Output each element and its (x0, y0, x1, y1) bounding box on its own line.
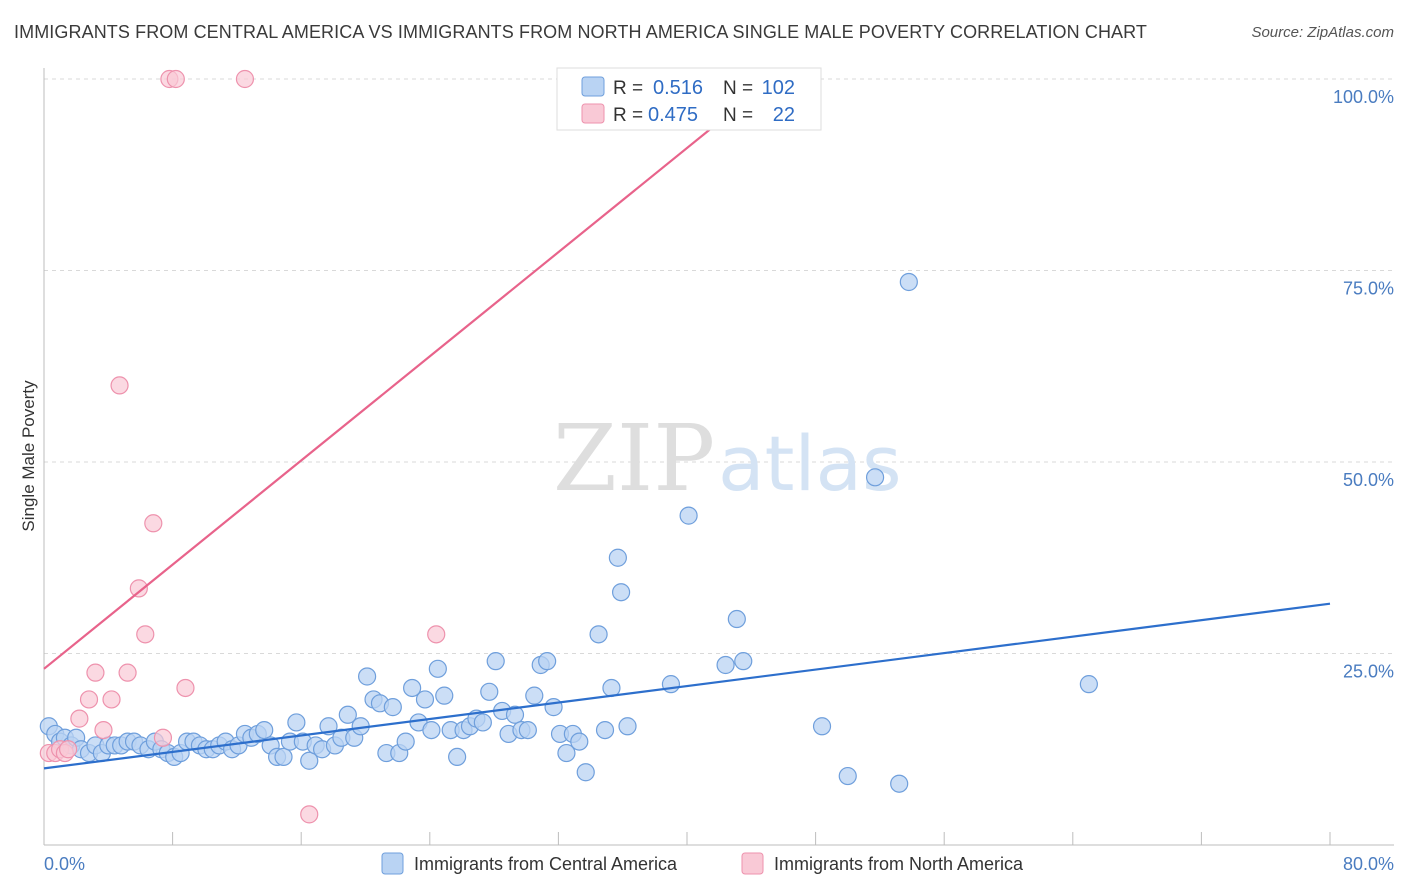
chart-title: IMMIGRANTS FROM CENTRAL AMERICA VS IMMIG… (14, 22, 1148, 42)
point-north-america-10 (110, 376, 129, 395)
legend-blue-r-label: R = (613, 78, 643, 99)
legend-pink-r-label: R = (613, 105, 643, 126)
point-central-america-97 (838, 766, 857, 786)
x-tick-label-min: 0.0% (44, 854, 85, 874)
point-north-america-13 (136, 625, 155, 644)
x-tick-label-max: 80.0% (1343, 854, 1394, 874)
point-central-america-62 (435, 686, 454, 705)
legend-swatch-blue (581, 76, 605, 97)
point-north-america-18 (176, 678, 195, 698)
trend-central-america (43, 602, 1331, 770)
y-tick-label-25: 25.0% (1343, 662, 1394, 682)
point-north-america-5 (70, 709, 89, 728)
point-north-america-20 (300, 805, 319, 824)
watermark-atlas: atlas (718, 419, 902, 508)
point-central-america-91 (661, 675, 681, 694)
point-central-america-75 (518, 720, 537, 740)
point-north-america-6 (79, 690, 99, 709)
point-central-america-57 (403, 678, 422, 698)
bottom-legend-label-blue: Immigrants from Central America (414, 854, 678, 874)
point-central-america-101 (1079, 675, 1098, 694)
point-central-america-61 (428, 659, 447, 678)
bottom-legend-swatch-blue (381, 852, 404, 875)
point-north-america-8 (94, 720, 113, 740)
series-central-america (39, 272, 1098, 793)
point-north-america-19 (235, 69, 255, 89)
point-central-america-98 (865, 468, 885, 487)
trend-north-america (43, 78, 773, 670)
bottom-legend-label-pink: Immigrants from North America (774, 854, 1024, 874)
point-central-america-64 (448, 747, 467, 767)
point-central-america-50 (358, 667, 377, 686)
source-credit: Source: ZipAtlas.com (1251, 24, 1394, 41)
y-axis-label: Single Male Poverty (19, 380, 38, 532)
point-central-america-81 (557, 743, 576, 763)
point-central-america-76 (525, 686, 544, 705)
legend-box: R = 0.516 N = 102 R = 0.475 N = 22 (556, 67, 822, 131)
point-central-america-73 (505, 705, 525, 724)
legend-swatch-pink (581, 103, 605, 124)
point-central-america-92 (679, 506, 698, 525)
point-central-america-34 (255, 720, 274, 740)
grid (44, 78, 1394, 654)
trend-lines (43, 78, 1331, 770)
watermark-zip: ZIP (553, 405, 715, 512)
point-central-america-78 (538, 652, 557, 671)
point-central-america-79 (544, 698, 563, 717)
legend-pink-n-value: 22 (773, 104, 795, 126)
point-north-america-21 (427, 625, 446, 644)
y-tick-labels: 25.0% 50.0% 75.0% 100.0% (1333, 87, 1394, 682)
y-tick-label-50: 50.0% (1343, 470, 1394, 490)
point-central-america-100 (899, 272, 918, 292)
point-central-america-56 (396, 732, 415, 751)
x-ticks (43, 832, 1331, 845)
bottom-legend-swatch-pink (741, 852, 764, 875)
point-north-america-7 (86, 663, 105, 682)
point-north-america-4 (59, 740, 78, 759)
point-north-america-12 (129, 579, 148, 598)
bottom-legend: Immigrants from Central America Immigran… (381, 852, 1024, 875)
point-central-america-84 (576, 763, 595, 782)
point-central-america-93 (716, 655, 735, 675)
legend-blue-n-value: 102 (762, 77, 795, 99)
legend-pink-n-label: N = (723, 105, 753, 126)
point-central-america-96 (812, 717, 832, 736)
point-north-america-17 (166, 69, 185, 89)
point-central-america-86 (595, 720, 615, 740)
point-central-america-59 (415, 690, 435, 709)
legend-blue-r-value: 0.516 (653, 77, 703, 99)
point-central-america-39 (287, 713, 306, 732)
series-north-america (39, 69, 724, 824)
point-central-america-88 (608, 548, 627, 567)
y-tick-label-75: 75.0% (1343, 279, 1394, 299)
point-central-america-90 (618, 717, 637, 736)
point-central-america-54 (383, 698, 402, 717)
point-central-america-89 (611, 583, 631, 602)
point-central-america-70 (486, 652, 505, 671)
point-central-america-69 (480, 682, 499, 701)
legend-blue-n-label: N = (723, 78, 753, 99)
point-north-america-15 (153, 728, 173, 747)
point-central-america-60 (422, 720, 441, 740)
legend-pink-r-value: 0.475 (648, 104, 698, 126)
point-central-america-41 (300, 751, 319, 770)
point-central-america-47 (338, 705, 357, 724)
point-central-america-99 (890, 774, 909, 793)
point-central-america-94 (727, 609, 746, 629)
point-central-america-83 (570, 732, 589, 751)
point-north-america-14 (144, 514, 163, 533)
point-north-america-9 (102, 690, 121, 709)
point-central-america-68 (473, 713, 492, 732)
y-tick-label-100: 100.0% (1333, 87, 1394, 107)
point-central-america-95 (734, 652, 753, 671)
point-central-america-85 (589, 625, 608, 644)
point-central-america-37 (274, 747, 293, 767)
point-north-america-11 (118, 663, 137, 682)
